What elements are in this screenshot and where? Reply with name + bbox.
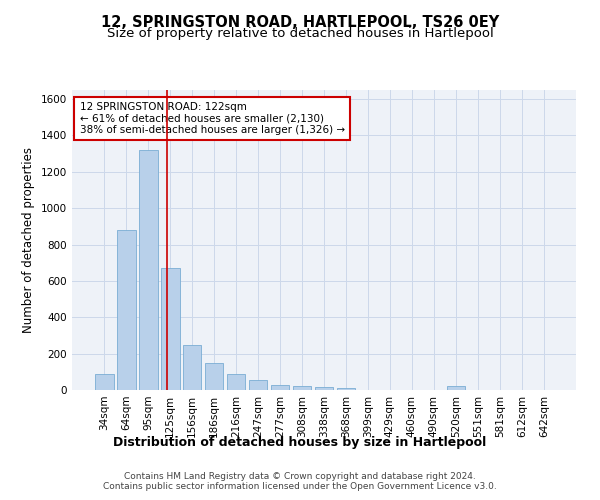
Bar [337, 388, 355, 390]
Text: Distribution of detached houses by size in Hartlepool: Distribution of detached houses by size … [113, 436, 487, 449]
Bar [183, 346, 202, 390]
Bar [249, 380, 268, 390]
Bar [161, 268, 179, 390]
Text: Size of property relative to detached houses in Hartlepool: Size of property relative to detached ho… [107, 28, 493, 40]
Bar [293, 386, 311, 390]
Bar [95, 374, 113, 390]
Bar [139, 150, 158, 390]
Bar [117, 230, 136, 390]
Bar [227, 374, 245, 390]
Bar [271, 385, 289, 390]
Bar [205, 363, 223, 390]
Bar [446, 386, 465, 390]
Text: 12, SPRINGSTON ROAD, HARTLEPOOL, TS26 0EY: 12, SPRINGSTON ROAD, HARTLEPOOL, TS26 0E… [101, 15, 499, 30]
Y-axis label: Number of detached properties: Number of detached properties [22, 147, 35, 333]
Text: 12 SPRINGSTON ROAD: 122sqm
← 61% of detached houses are smaller (2,130)
38% of s: 12 SPRINGSTON ROAD: 122sqm ← 61% of deta… [80, 102, 344, 135]
Text: Contains public sector information licensed under the Open Government Licence v3: Contains public sector information licen… [103, 482, 497, 491]
Text: Contains HM Land Registry data © Crown copyright and database right 2024.: Contains HM Land Registry data © Crown c… [124, 472, 476, 481]
Bar [314, 388, 334, 390]
